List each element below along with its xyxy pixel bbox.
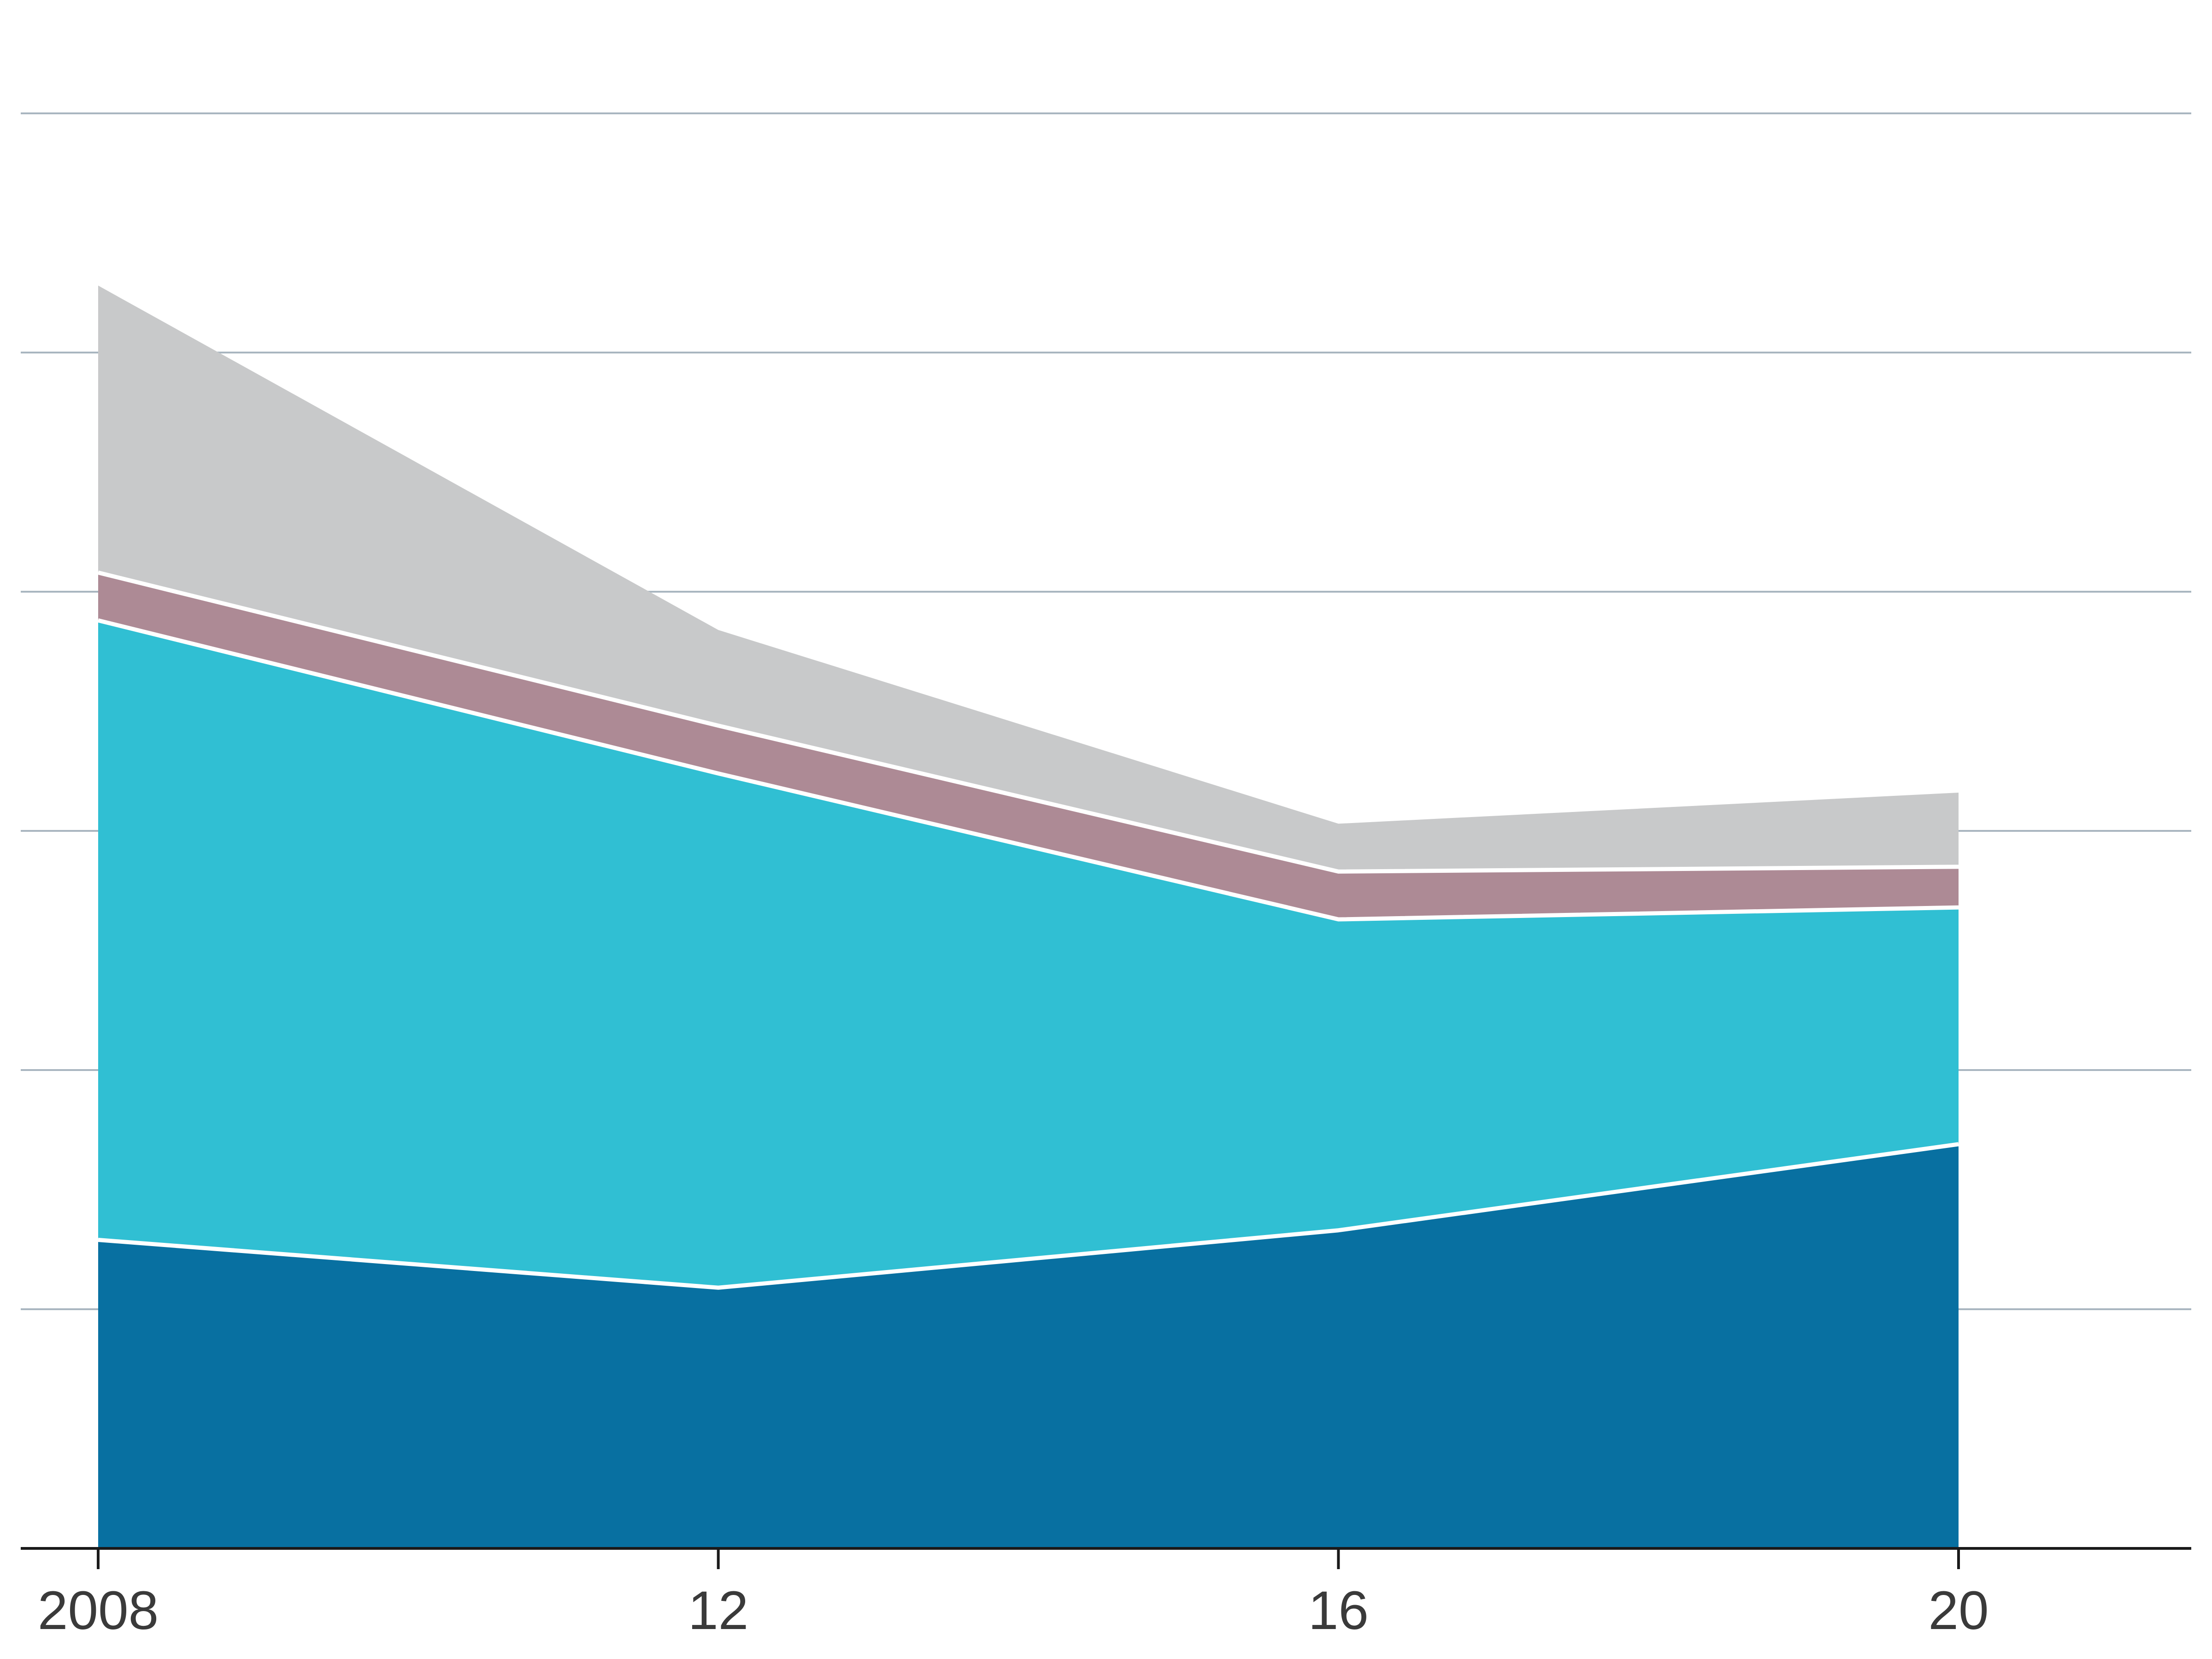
series-boundary-3 [97, 571, 1959, 874]
area-series-4 [98, 285, 1959, 872]
x-tick-label: 12 [688, 1580, 748, 1641]
series-boundaries [97, 571, 1959, 1290]
area-series-2 [98, 620, 1959, 1288]
area-series [98, 285, 1959, 1548]
x-tick-label: 16 [1308, 1580, 1369, 1641]
area-series-1 [98, 1144, 1959, 1548]
x-axis: 2008 12 16 20 [21, 1547, 2191, 1641]
series-boundary-1 [98, 1142, 1959, 1290]
x-tick-label: 20 [1928, 1580, 1988, 1641]
area-series-3 [98, 572, 1959, 920]
x-tick-label: 2008 [38, 1580, 159, 1641]
series-boundary-2 [97, 618, 1959, 922]
